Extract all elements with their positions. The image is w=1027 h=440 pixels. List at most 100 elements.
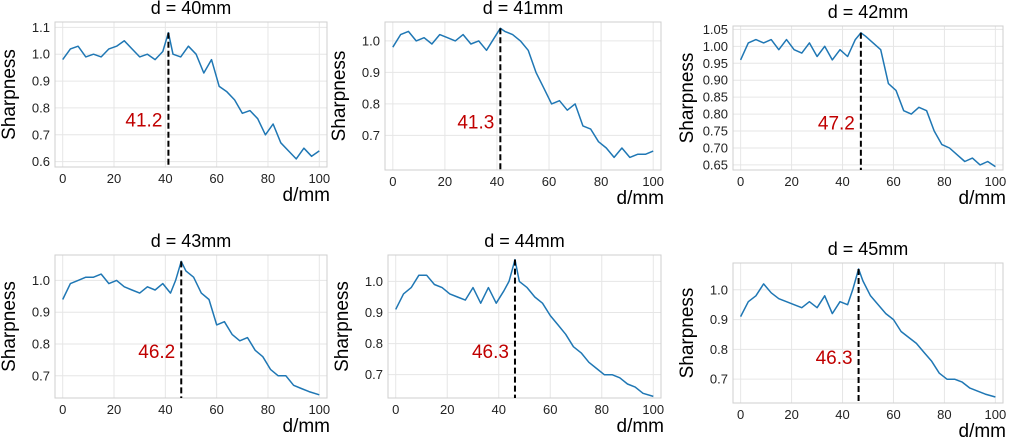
axes-frame bbox=[732, 25, 1004, 171]
y-tick-label: 0.7 bbox=[32, 127, 50, 142]
axes-frame bbox=[384, 21, 662, 171]
x-tick-label: 0 bbox=[59, 171, 66, 186]
axes-frame bbox=[387, 254, 662, 399]
y-tick-label: 0.70 bbox=[703, 140, 728, 155]
subplot-5: 0 20 40 60 80 100 0.7 0.8 0.9 1.0 d = 44mm d/mm Shar… bbox=[332, 231, 664, 437]
y-tick-label: 0.80 bbox=[703, 107, 728, 122]
y-tick-label: 0.7 bbox=[362, 128, 380, 143]
axes-frame bbox=[54, 254, 328, 399]
subplot-title: d = 43mm bbox=[151, 231, 232, 251]
x-tick-label: 20 bbox=[440, 402, 454, 417]
series-line-1 bbox=[739, 268, 996, 398]
peak-value-label: 46.3 bbox=[472, 342, 509, 363]
x-tick-label: 0 bbox=[392, 402, 399, 417]
subplot-title: d = 41mm bbox=[483, 0, 564, 18]
y-tick-label: 1.0 bbox=[32, 47, 50, 62]
y-tick-label: 0.8 bbox=[32, 336, 50, 351]
y-tick-label: 0.75 bbox=[703, 124, 728, 139]
y-tick-label: 1.0 bbox=[710, 282, 728, 297]
subplot-title: d = 45mm bbox=[828, 239, 909, 259]
x-tick-label: 20 bbox=[784, 174, 798, 189]
peak-value-label: 46.3 bbox=[816, 348, 853, 369]
x-axis-label: d/mm bbox=[283, 416, 331, 437]
y-axis-label: Sharpness bbox=[677, 53, 698, 144]
y-axis-label: Sharpness bbox=[0, 49, 20, 140]
x-tick-label: 0 bbox=[389, 174, 396, 189]
x-tick-label: 80 bbox=[937, 174, 951, 189]
subplot-title: d = 40mm bbox=[151, 0, 232, 18]
y-tick-label: 0.7 bbox=[710, 372, 728, 387]
axes-frame bbox=[732, 262, 1004, 404]
y-tick-label: 0.7 bbox=[32, 368, 50, 383]
x-tick-label: 0 bbox=[737, 407, 744, 422]
x-tick-label: 40 bbox=[835, 174, 849, 189]
y-axis-label: Sharpness bbox=[0, 281, 20, 372]
x-tick-label: 40 bbox=[835, 407, 849, 422]
x-tick-label: 80 bbox=[594, 174, 608, 189]
y-tick-label: 1.0 bbox=[362, 33, 380, 48]
y-tick-label: 0.6 bbox=[32, 154, 50, 169]
y-axis-label: Sharpness bbox=[332, 281, 353, 372]
subplot-1: 0 20 40 60 80 100 0.6 0.7 0.8 0.9 1.0 1.1 d = 40mm d/… bbox=[0, 0, 330, 206]
subplot-title: d = 44mm bbox=[484, 231, 565, 251]
x-axis-label: d/mm bbox=[617, 416, 665, 437]
y-tick-label: 0.9 bbox=[365, 305, 383, 320]
axes-frame bbox=[54, 21, 328, 168]
x-tick-label: 60 bbox=[886, 174, 900, 189]
y-tick-label: 0.9 bbox=[710, 312, 728, 327]
x-tick-label: 100 bbox=[308, 171, 330, 186]
x-tick-label: 20 bbox=[784, 407, 798, 422]
x-tick-label: 80 bbox=[595, 402, 609, 417]
series-line-1 bbox=[62, 260, 320, 396]
x-tick-label: 80 bbox=[261, 402, 275, 417]
x-tick-label: 100 bbox=[985, 407, 1007, 422]
series-line-1 bbox=[62, 31, 320, 160]
y-axis-label: Sharpness bbox=[677, 288, 698, 379]
subplot-6: 0 20 40 60 80 100 0.7 0.8 0.9 1.0 d = 45mm d/mm Shar… bbox=[677, 239, 1006, 440]
x-tick-label: 0 bbox=[59, 402, 66, 417]
y-tick-label: 0.95 bbox=[703, 56, 728, 71]
subplot-2: 0 20 40 60 80 100 0.7 0.8 0.9 1.0 d = 41mm d/mm Shar… bbox=[329, 0, 664, 209]
x-tick-label: 40 bbox=[158, 171, 172, 186]
y-tick-label: 1.0 bbox=[32, 273, 50, 288]
peak-value-label: 41.2 bbox=[125, 110, 162, 131]
peak-value-label: 41.3 bbox=[457, 113, 494, 134]
y-tick-label: 1.1 bbox=[32, 20, 50, 35]
x-tick-label: 80 bbox=[261, 171, 275, 186]
subplot-3: 0 20 40 60 80 100 0.65 0.700.75 0.80 0.85 0.90 0.95… bbox=[677, 2, 1006, 209]
x-tick-label: 60 bbox=[209, 171, 223, 186]
peak-value-label: 46.2 bbox=[138, 342, 175, 363]
subplot-title: d = 42mm bbox=[828, 2, 909, 22]
x-tick-label: 100 bbox=[642, 402, 664, 417]
y-tick-label: 0.9 bbox=[32, 305, 50, 320]
y-tick-label: 0.8 bbox=[362, 96, 380, 111]
y-tick-label: 0.9 bbox=[362, 65, 380, 80]
x-tick-label: 100 bbox=[642, 174, 664, 189]
y-tick-label: 1.05 bbox=[703, 22, 728, 37]
x-tick-label: 100 bbox=[985, 174, 1007, 189]
y-tick-label: 0.85 bbox=[703, 90, 728, 105]
subplot-4: 0 20 40 60 80 100 0.7 0.8 0.9 1.0 d = 43mm d/mm Shar… bbox=[0, 231, 330, 437]
x-tick-label: 20 bbox=[107, 171, 121, 186]
x-axis-label: d/mm bbox=[959, 188, 1007, 209]
y-axis-label: Sharpness bbox=[329, 51, 350, 142]
x-tick-label: 40 bbox=[490, 174, 504, 189]
series-line-1 bbox=[739, 32, 996, 168]
x-tick-label: 60 bbox=[542, 174, 556, 189]
y-tick-label: 0.8 bbox=[710, 342, 728, 357]
x-tick-label: 20 bbox=[107, 402, 121, 417]
x-tick-label: 0 bbox=[737, 174, 744, 189]
series-line-1 bbox=[395, 258, 654, 398]
series-line-1 bbox=[392, 27, 654, 159]
x-tick-label: 60 bbox=[543, 402, 557, 417]
y-tick-label: 0.65 bbox=[703, 157, 728, 172]
x-tick-label: 40 bbox=[158, 402, 172, 417]
x-tick-label: 20 bbox=[438, 174, 452, 189]
y-tick-label: 1.00 bbox=[703, 39, 728, 54]
x-axis-label: d/mm bbox=[283, 185, 331, 206]
x-tick-label: 60 bbox=[209, 402, 223, 417]
y-tick-label: 0.8 bbox=[365, 336, 383, 351]
y-tick-label: 0.90 bbox=[703, 73, 728, 88]
peak-value-label: 47.2 bbox=[818, 114, 855, 135]
